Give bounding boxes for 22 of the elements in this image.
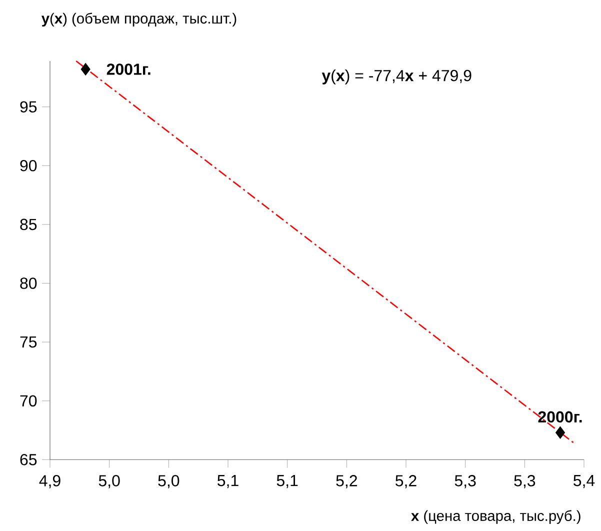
x-tick-label: 5,3 bbox=[514, 475, 536, 488]
annotation: 2000г. bbox=[538, 411, 582, 423]
x-tick-label: 4,9 bbox=[39, 475, 60, 488]
x-tick-label: 5,0 bbox=[158, 475, 180, 488]
x-tick-label: 5,1 bbox=[218, 475, 238, 488]
y-tick-label: 70 bbox=[20, 395, 37, 407]
x-axis-title: x (цена товара, тыс.руб.) bbox=[411, 510, 580, 524]
y-tick-label: 80 bbox=[20, 278, 37, 290]
x-tick-label: 5,2 bbox=[396, 475, 416, 488]
y-tick-label: 65 bbox=[20, 454, 37, 466]
x-tick-label: 5,2 bbox=[336, 475, 357, 488]
x-tick-label: 5,4 bbox=[574, 475, 595, 488]
y-tick-label: 90 bbox=[20, 160, 37, 172]
annotation: 2001г. bbox=[106, 64, 150, 76]
y-tick-label: 85 bbox=[20, 218, 37, 230]
x-tick-label: 5,0 bbox=[98, 475, 120, 488]
y-tick-label: 95 bbox=[20, 101, 37, 113]
annotation: y(x) = -77,4x + 479,9 bbox=[322, 70, 472, 85]
y-axis-title: y(x) (объем продаж, тыс.шт.) bbox=[41, 12, 236, 27]
y-tick-label: 75 bbox=[20, 336, 37, 348]
x-tick-label: 5,3 bbox=[454, 475, 476, 488]
x-tick-label: 5,1 bbox=[276, 475, 298, 488]
